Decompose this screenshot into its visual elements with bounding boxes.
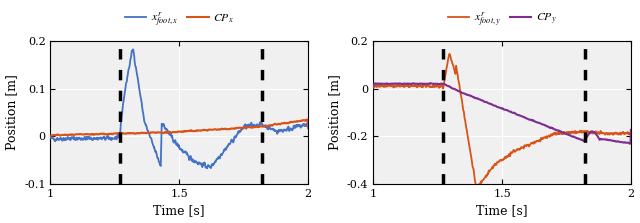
Legend: $x^r_{foot,y}$, $CP_y$: $x^r_{foot,y}$, $CP_y$ [443,6,561,33]
Y-axis label: Position [m]: Position [m] [328,74,341,150]
X-axis label: Time [s]: Time [s] [154,204,205,217]
Legend: $x^r_{foot,x}$, $CP_x$: $x^r_{foot,x}$, $CP_x$ [120,6,239,33]
X-axis label: Time [s]: Time [s] [476,204,528,217]
Y-axis label: Position [m]: Position [m] [6,74,19,150]
